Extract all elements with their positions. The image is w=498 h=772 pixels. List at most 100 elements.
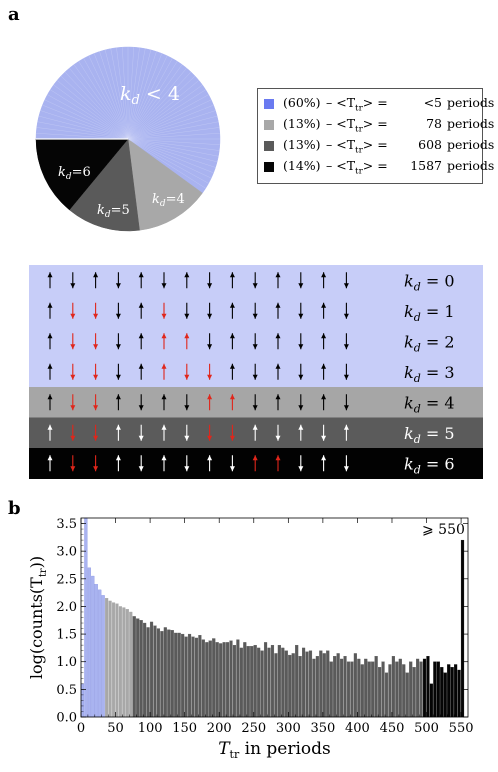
histogram-bar bbox=[108, 600, 112, 718]
spin-row-bg bbox=[29, 295, 483, 327]
histogram-bar bbox=[263, 642, 268, 718]
x-tick-label: 100 bbox=[138, 721, 163, 736]
legend-value: 1587 bbox=[410, 157, 442, 173]
spin-up-arrow bbox=[47, 272, 53, 289]
spin-up-arrow bbox=[321, 394, 327, 411]
histogram-bar bbox=[340, 658, 344, 718]
histogram-bar bbox=[253, 644, 257, 718]
histogram-bar bbox=[436, 661, 440, 718]
histogram-bar bbox=[98, 589, 102, 718]
spin-up-arrow bbox=[47, 394, 53, 411]
histogram-bar bbox=[111, 602, 116, 718]
histogram-bar bbox=[170, 630, 174, 718]
legend-swatch bbox=[264, 99, 274, 109]
y-tick-label: 0.0 bbox=[56, 711, 77, 726]
spin-up-arrow bbox=[161, 424, 167, 441]
histogram-bar bbox=[322, 653, 326, 718]
histogram-bar bbox=[239, 647, 243, 718]
legend-pct: (13%) bbox=[283, 136, 321, 152]
legend-pct: (14%) bbox=[283, 157, 321, 173]
histogram-bar bbox=[250, 646, 254, 718]
histogram-bar bbox=[132, 616, 136, 718]
spin-up-arrow bbox=[321, 302, 327, 319]
x-tick-label: 400 bbox=[345, 721, 370, 736]
spin-up-arrow bbox=[115, 394, 121, 411]
spin-row-label: kd = 0 bbox=[404, 271, 455, 293]
spin-down-arrow bbox=[229, 455, 235, 472]
histogram-bar bbox=[454, 664, 458, 718]
pie-label-kd4: kd=4 bbox=[152, 192, 185, 209]
spin-down-arrow bbox=[161, 302, 167, 319]
spin-up-arrow bbox=[275, 455, 281, 472]
histogram-bar bbox=[305, 651, 309, 718]
pie-labels: kd < 4 kd=4 kd=5 kd=6 bbox=[58, 83, 185, 220]
spin-up-arrow bbox=[207, 394, 213, 411]
histogram-bar bbox=[246, 646, 250, 718]
legend-unit: periods bbox=[447, 157, 495, 173]
spin-down-arrow bbox=[343, 455, 349, 472]
spin-up-arrow bbox=[252, 455, 258, 472]
histogram-bar bbox=[136, 618, 140, 718]
histogram-bar bbox=[319, 650, 323, 718]
pie-slices bbox=[35, 46, 221, 232]
histogram-bar bbox=[426, 656, 430, 718]
spin-down-arrow bbox=[252, 272, 258, 289]
legend-mid: – <Ttr> = bbox=[326, 115, 388, 135]
x-tick-label: 50 bbox=[107, 721, 124, 736]
histogram-bar bbox=[201, 639, 205, 718]
spin-down-arrow bbox=[298, 363, 304, 380]
spin-down-arrow bbox=[184, 424, 190, 441]
spin-down-arrow bbox=[138, 424, 144, 441]
histogram-bar bbox=[274, 653, 278, 718]
spin-down-arrow bbox=[93, 363, 99, 380]
histogram-bar bbox=[409, 661, 413, 718]
y-tick-label: 3.5 bbox=[56, 517, 77, 532]
histogram-bar bbox=[388, 664, 392, 718]
histogram-bar bbox=[260, 650, 264, 718]
spin-up-arrow bbox=[138, 363, 144, 380]
spin-up-arrow bbox=[184, 272, 190, 289]
legend-pct: (13%) bbox=[283, 115, 321, 131]
histogram-bar bbox=[381, 661, 385, 718]
legend-swatch bbox=[264, 141, 274, 151]
histogram-bar bbox=[187, 633, 192, 718]
histogram-bar bbox=[229, 640, 233, 718]
spin-row-bg bbox=[29, 417, 483, 449]
legend-unit: periods bbox=[447, 115, 495, 131]
histogram-bar bbox=[174, 632, 178, 718]
spin-down-arrow bbox=[184, 455, 190, 472]
histogram-bar bbox=[143, 622, 147, 718]
spin-up-arrow bbox=[229, 333, 235, 350]
histogram-bar bbox=[232, 644, 237, 718]
spin-down-arrow bbox=[93, 302, 99, 319]
histogram-bar bbox=[405, 672, 409, 718]
spin-down-arrow bbox=[343, 272, 349, 289]
histogram-bar bbox=[184, 636, 188, 718]
histogram-bar bbox=[346, 661, 351, 718]
spin-up-arrow bbox=[161, 455, 167, 472]
x-tick-label: 0 bbox=[77, 721, 85, 736]
histogram-bar bbox=[298, 656, 302, 718]
spin-up-arrow bbox=[275, 363, 281, 380]
spin-down-arrow bbox=[138, 394, 144, 411]
pie-slice-kdeq6 bbox=[35, 138, 129, 211]
pie-label-kd5: kd=5 bbox=[97, 203, 130, 220]
histogram-bar bbox=[257, 647, 261, 718]
spin-down-arrow bbox=[93, 424, 99, 441]
spin-down-arrow bbox=[207, 333, 213, 350]
histogram-bar bbox=[129, 611, 133, 718]
legend-pct: (60%) bbox=[283, 94, 321, 110]
legend-unit: periods bbox=[447, 136, 495, 152]
histogram-bar bbox=[163, 627, 167, 718]
histogram-bar bbox=[277, 644, 281, 718]
histogram-bar bbox=[457, 669, 461, 718]
spin-down-arrow bbox=[70, 272, 76, 289]
spin-up-arrow bbox=[47, 455, 53, 472]
spin-down-arrow bbox=[252, 302, 258, 319]
histogram-bar bbox=[447, 664, 451, 718]
spin-down-arrow bbox=[343, 302, 349, 319]
histogram-bar bbox=[87, 567, 91, 718]
histogram-bar bbox=[416, 658, 420, 718]
